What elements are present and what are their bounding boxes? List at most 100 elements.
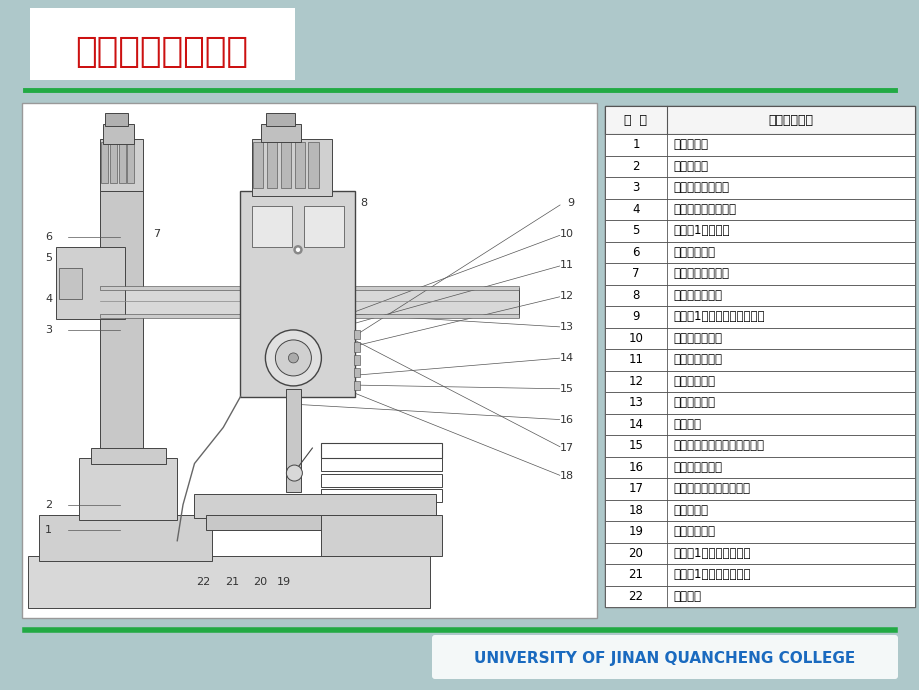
Bar bbox=[99, 288, 519, 317]
Text: 照明灯开关: 照明灯开关 bbox=[673, 504, 708, 517]
Text: 济南大学泉城学院: 济南大学泉城学院 bbox=[75, 35, 248, 69]
Bar bbox=[60, 268, 83, 299]
Bar bbox=[99, 190, 142, 458]
Bar bbox=[308, 141, 318, 188]
Text: 18: 18 bbox=[628, 504, 642, 517]
Text: 摇臂下降按鈕: 摇臂下降按鈕 bbox=[673, 396, 714, 409]
Text: 2: 2 bbox=[631, 160, 639, 172]
Bar bbox=[321, 474, 441, 486]
Bar bbox=[252, 139, 332, 196]
Bar bbox=[605, 413, 914, 435]
Bar bbox=[321, 515, 441, 556]
Bar bbox=[102, 124, 134, 144]
Bar bbox=[22, 103, 596, 618]
Text: 19: 19 bbox=[277, 577, 290, 587]
Text: 21: 21 bbox=[224, 577, 239, 587]
Bar bbox=[605, 478, 914, 500]
Bar bbox=[605, 199, 914, 220]
Bar bbox=[240, 190, 355, 397]
Bar bbox=[99, 139, 142, 190]
Text: 7: 7 bbox=[153, 229, 161, 239]
Bar bbox=[303, 206, 344, 247]
Bar bbox=[605, 564, 914, 586]
Text: 摇臂上升按鈕: 摇臂上升按鈕 bbox=[673, 375, 714, 388]
Bar bbox=[605, 106, 914, 607]
Bar bbox=[127, 141, 134, 183]
Text: 3: 3 bbox=[631, 181, 639, 195]
Text: 14: 14 bbox=[560, 353, 573, 363]
Bar bbox=[605, 241, 914, 263]
Bar bbox=[354, 355, 359, 364]
Text: 9: 9 bbox=[566, 199, 573, 208]
Bar bbox=[321, 443, 441, 458]
Text: 19: 19 bbox=[628, 525, 642, 538]
Text: 13: 13 bbox=[628, 396, 642, 409]
Bar bbox=[605, 392, 914, 413]
Bar bbox=[605, 284, 914, 306]
Bar bbox=[605, 155, 914, 177]
Text: 12: 12 bbox=[628, 375, 642, 388]
Text: 主轴转速预选旋扑: 主轴转速预选旋扑 bbox=[673, 181, 728, 195]
Bar bbox=[354, 342, 359, 352]
Bar bbox=[105, 113, 128, 126]
Bar bbox=[605, 435, 914, 457]
Text: 微动进给手轮: 微动进给手轮 bbox=[673, 525, 714, 538]
Bar bbox=[605, 263, 914, 284]
Bar bbox=[253, 141, 263, 188]
Bar bbox=[605, 177, 914, 199]
Text: 操纵手柄名称: 操纵手柄名称 bbox=[767, 113, 812, 126]
Bar bbox=[0, 630, 919, 690]
Bar bbox=[605, 457, 914, 478]
Text: 17: 17 bbox=[560, 443, 573, 453]
Circle shape bbox=[294, 246, 301, 254]
Text: 10: 10 bbox=[628, 332, 642, 345]
Text: 16: 16 bbox=[560, 415, 573, 425]
Bar bbox=[605, 106, 914, 134]
Text: 2: 2 bbox=[45, 500, 52, 510]
Text: 接通、断开机动进给手柄: 接通、断开机动进给手柄 bbox=[673, 482, 749, 495]
Bar bbox=[194, 495, 436, 518]
Bar bbox=[260, 124, 301, 141]
Text: 16: 16 bbox=[628, 461, 642, 474]
Bar bbox=[605, 306, 914, 328]
Text: 主轴平衡调整轴: 主轴平衡调整轴 bbox=[673, 461, 721, 474]
Text: 20: 20 bbox=[254, 577, 267, 587]
Text: 6: 6 bbox=[631, 246, 639, 259]
Bar bbox=[267, 141, 277, 188]
Text: 冷却泵开关: 冷却泵开关 bbox=[673, 138, 708, 151]
Circle shape bbox=[275, 340, 311, 376]
Text: 部  位: 部 位 bbox=[624, 113, 647, 126]
Text: 5: 5 bbox=[631, 224, 639, 237]
Bar bbox=[267, 113, 295, 126]
Text: 总停按鈕: 总停按鈕 bbox=[673, 417, 700, 431]
Text: 刻度盘微调手把: 刻度盘微调手把 bbox=[673, 288, 721, 302]
Text: 主轴符1、立柱夹紧按鈕: 主轴符1、立柱夹紧按鈕 bbox=[673, 569, 750, 581]
Bar bbox=[206, 515, 424, 531]
Text: 主轴符1移动手轮: 主轴符1移动手轮 bbox=[673, 224, 729, 237]
Bar bbox=[0, 0, 919, 95]
Text: 5: 5 bbox=[45, 253, 52, 262]
Bar bbox=[28, 556, 430, 608]
Text: 10: 10 bbox=[560, 229, 573, 239]
Bar bbox=[321, 489, 441, 502]
Text: 主轴符1、立柱夹紧选择开关: 主轴符1、立柱夹紧选择开关 bbox=[673, 310, 764, 323]
Bar bbox=[294, 141, 304, 188]
Text: UNIVERSITY OF JINAN QUANCHENG COLLEGE: UNIVERSITY OF JINAN QUANCHENG COLLEGE bbox=[474, 651, 855, 665]
Bar bbox=[99, 314, 519, 318]
FancyBboxPatch shape bbox=[432, 635, 897, 679]
Text: 9: 9 bbox=[631, 310, 639, 323]
Text: 主电机停止按鈕: 主电机停止按鈕 bbox=[673, 353, 721, 366]
Bar bbox=[354, 381, 359, 391]
Text: 15: 15 bbox=[628, 440, 642, 452]
Text: 8: 8 bbox=[631, 288, 639, 302]
Text: 1: 1 bbox=[45, 526, 52, 535]
Bar bbox=[605, 500, 914, 521]
Bar bbox=[91, 448, 165, 464]
Text: 7: 7 bbox=[631, 267, 639, 280]
Circle shape bbox=[288, 353, 298, 363]
Text: 6: 6 bbox=[45, 232, 52, 242]
Text: 主轴进给量预选旋扑: 主轴进给量预选旋扑 bbox=[673, 203, 735, 216]
Text: 13: 13 bbox=[560, 322, 573, 332]
Text: 22: 22 bbox=[628, 590, 642, 603]
Bar bbox=[280, 141, 290, 188]
